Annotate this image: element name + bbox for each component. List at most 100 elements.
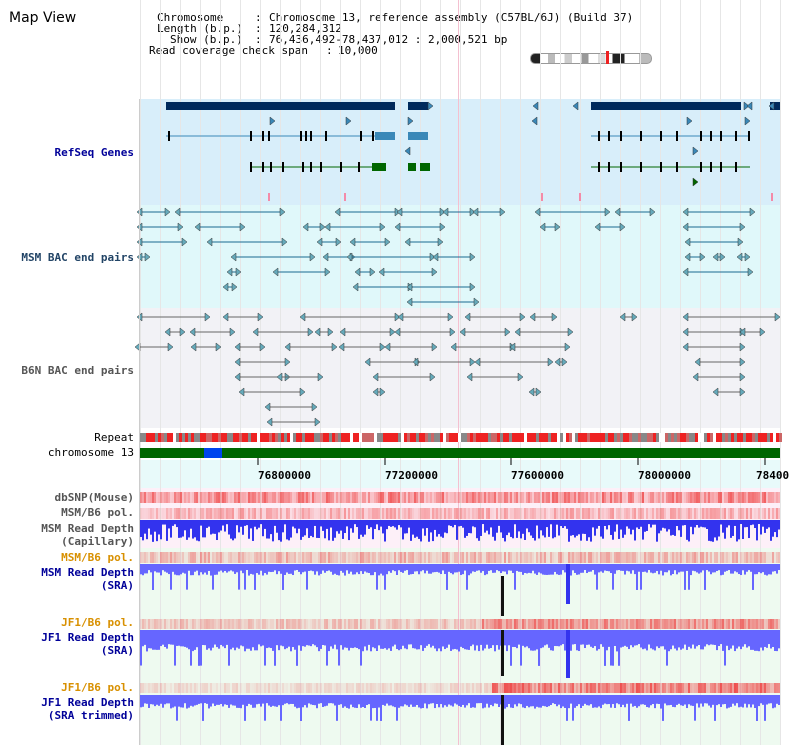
chromosome-ideogram[interactable]	[530, 53, 652, 64]
depth-bar	[556, 630, 558, 647]
track-label-refseq[interactable]: RefSeq Genes	[54, 146, 134, 159]
bac-end-marker	[567, 327, 574, 337]
pol-heat	[592, 619, 594, 629]
pol-heat	[500, 508, 502, 519]
track-label-msm-b6-pol-2[interactable]: MSM/B6 pol.	[61, 551, 134, 564]
depth-bar	[534, 630, 536, 651]
track-label-msm-depth-cap-1[interactable]: MSM Read Depth	[41, 522, 134, 535]
track-label-jf1-depth-trim-1[interactable]: JF1 Read Depth	[41, 696, 134, 709]
pol-heat	[478, 619, 480, 629]
pol-heat	[388, 683, 390, 693]
depth-bar	[434, 695, 436, 709]
depth-bar	[578, 630, 580, 652]
bac-end-marker	[346, 252, 353, 262]
bac-end-marker	[682, 312, 689, 322]
repeat-block	[203, 433, 206, 442]
pol-heat	[744, 508, 746, 519]
depth-bar	[312, 564, 314, 572]
depth-bar	[156, 520, 158, 542]
depth-bar	[648, 520, 650, 525]
gene-exon	[408, 132, 428, 140]
pol-heat	[222, 508, 224, 519]
depth-bar	[578, 564, 580, 575]
pol-heat	[296, 508, 298, 519]
depth-bar	[380, 695, 382, 721]
depth-bar	[620, 630, 622, 648]
depth-bar	[154, 630, 156, 650]
depth-bar	[762, 695, 764, 705]
pol-heat	[256, 508, 258, 519]
depth-bar	[216, 630, 218, 648]
depth-bar	[226, 630, 228, 645]
depth-bar	[418, 630, 420, 650]
dbsnp-heat	[460, 492, 462, 503]
pol-heat	[552, 508, 554, 519]
pol-heat	[428, 683, 430, 693]
pol-heat	[504, 619, 506, 629]
depth-bar	[596, 564, 598, 590]
depth-bar	[332, 630, 334, 649]
pol-heat	[678, 683, 680, 693]
track-label-jf1-depth-sra-1[interactable]: JF1 Read Depth	[41, 631, 134, 644]
bac-end-marker	[222, 282, 229, 292]
track-label-msm-depth-sra-1[interactable]: MSM Read Depth	[41, 566, 134, 579]
pol-heat	[478, 683, 480, 693]
depth-bar	[528, 564, 530, 573]
gene-exon	[372, 163, 386, 171]
track-label-msm-bac[interactable]: MSM BAC end pairs	[21, 251, 134, 264]
repeat-block	[257, 433, 260, 442]
chromosome-bar	[140, 448, 780, 458]
pol-heat	[364, 683, 366, 693]
track-label-msm-depth-sra-2: (SRA)	[100, 579, 134, 592]
depth-bar	[184, 564, 186, 574]
pol-heat	[522, 508, 524, 519]
pol-heat	[536, 508, 538, 519]
track-label-repeat[interactable]: Repeat	[94, 431, 134, 444]
depth-bar	[448, 520, 450, 526]
dbsnp-heat	[406, 492, 408, 503]
pol-heat	[382, 552, 384, 563]
track-label-jf1-b6-pol-2[interactable]: JF1/B6 pol.	[61, 681, 134, 694]
depth-bar	[602, 520, 604, 539]
track-label-dbsnp[interactable]: dbSNP(Mouse)	[54, 491, 134, 504]
track-label-b6n-bac[interactable]: B6N BAC end pairs	[21, 364, 134, 377]
pol-heat	[566, 508, 568, 519]
pol-heat	[640, 619, 642, 629]
depth-bar	[618, 630, 620, 666]
pol-heat	[380, 508, 382, 519]
pol-heat	[428, 619, 430, 629]
pol-heat	[188, 508, 190, 519]
repeat-block	[254, 433, 257, 442]
depth-bar	[318, 564, 320, 576]
pol-heat	[636, 508, 638, 519]
depth-bar	[322, 520, 324, 531]
track-label-jf1-b6-pol-1[interactable]: JF1/B6 pol.	[61, 616, 134, 629]
depth-bar	[272, 695, 274, 706]
bac-end-marker	[322, 252, 329, 262]
pol-heat	[416, 683, 418, 693]
depth-bar	[518, 564, 520, 572]
track-label-msm-b6-pol-1[interactable]: MSM/B6 pol.	[61, 506, 134, 519]
depth-bar	[226, 564, 228, 573]
repeat-block	[302, 433, 305, 442]
pol-heat	[426, 508, 428, 519]
track-label-chromosome[interactable]: chromosome 13	[47, 446, 134, 459]
repeat-block	[410, 433, 413, 442]
pol-heat	[736, 619, 738, 629]
pol-heat	[242, 683, 244, 693]
depth-bar	[212, 695, 214, 704]
depth-bar	[582, 630, 584, 645]
depth-bar	[400, 695, 402, 707]
depth-bar	[142, 564, 144, 576]
depth-bar	[576, 520, 578, 536]
depth-bar	[176, 695, 178, 721]
depth-bar	[708, 630, 710, 646]
depth-bar	[744, 630, 746, 645]
pol-heat	[622, 552, 624, 563]
pol-heat	[688, 508, 690, 519]
pol-heat	[526, 508, 528, 519]
pol-heat	[200, 619, 202, 629]
pol-heat	[472, 508, 474, 519]
depth-bar	[424, 564, 426, 574]
